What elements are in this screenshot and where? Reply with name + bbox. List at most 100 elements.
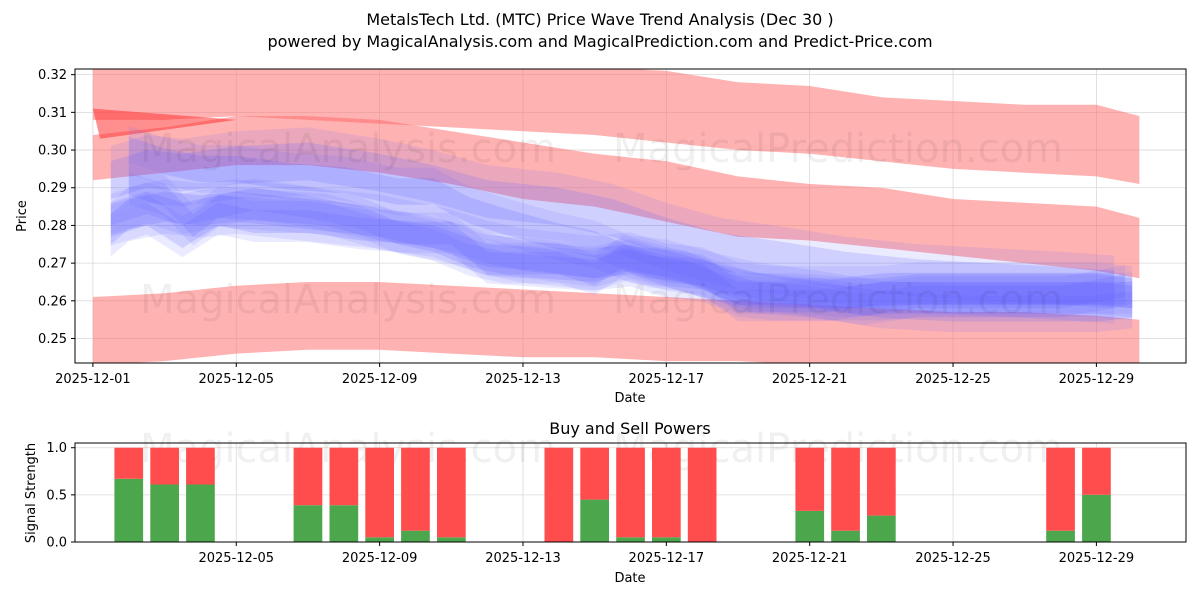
sell-bar	[831, 447, 860, 531]
y-tick-label: 0.26	[38, 294, 67, 309]
sell-bar	[114, 447, 144, 479]
red-forecast-band	[92, 116, 1140, 279]
x-tick-label: 2025-12-17	[629, 551, 705, 566]
signal-y-axis-label: Signal Strength	[24, 443, 39, 543]
watermark-prediction: MagicalPrediction.com	[613, 126, 1063, 172]
sell-bar	[652, 447, 681, 538]
sell-bar	[580, 447, 609, 500]
red-wedge	[92, 108, 237, 139]
signal-axes-frame	[74, 442, 1187, 543]
buy-bar	[652, 537, 681, 542]
buy-bar	[114, 478, 144, 542]
signal-bars	[114, 447, 1111, 542]
buy-bar	[867, 515, 896, 542]
wave-band	[128, 163, 1126, 325]
x-tick-label: 2025-12-09	[342, 551, 418, 566]
sell-bar	[186, 447, 215, 485]
price-red-bands	[92, 69, 1140, 363]
x-tick-label: 2025-12-13	[485, 551, 561, 566]
chart-title: MetalsTech Ltd. (MTC) Price Wave Trend A…	[366, 10, 833, 29]
price-x-ticks: 2025-12-01 2025-12-05 2025-12-09 2025-12-13…	[55, 363, 1134, 387]
sell-bar	[329, 447, 359, 506]
sell-bar	[795, 447, 825, 511]
price-axes-frame	[74, 68, 1187, 364]
y-tick-label: 0.32	[38, 68, 67, 83]
chart-subtitle: powered by MagicalAnalysis.com and Magic…	[267, 32, 932, 51]
buy-bar	[186, 484, 215, 542]
sell-bar	[544, 447, 574, 542]
red-forecast-band	[92, 282, 1140, 363]
sell-bar	[867, 447, 896, 516]
y-tick-label: 0.0	[46, 536, 67, 551]
buy-bar	[437, 537, 466, 542]
buy-bar	[1082, 494, 1111, 542]
sell-bar	[1046, 447, 1075, 531]
wave-band	[110, 202, 1133, 313]
y-tick-label: 0.27	[38, 257, 67, 272]
x-tick-label: 2025-12-17	[629, 372, 705, 387]
watermark-analysis: MagicalAnalysis.com	[140, 277, 556, 323]
buy-bar	[365, 537, 394, 542]
x-tick-label: 2025-12-25	[915, 372, 991, 387]
buy-bar	[401, 530, 430, 542]
wave-band	[128, 172, 1126, 316]
watermark-analysis: MagicalAnalysis.com	[140, 126, 556, 172]
x-tick-label: 2025-12-09	[342, 372, 418, 387]
sell-bar	[150, 447, 179, 485]
y-tick-label: 0.29	[38, 181, 67, 196]
sell-bar	[687, 447, 717, 542]
signal-x-axis-label: Date	[614, 571, 645, 586]
price-watermarks: MagicalAnalysis.com MagicalPrediction.co…	[140, 126, 1063, 323]
sell-bar	[1082, 447, 1111, 495]
sell-bar	[401, 447, 430, 531]
buy-bar	[329, 505, 359, 542]
y-tick-label: 1.0	[46, 441, 67, 456]
wave-band	[110, 191, 1133, 309]
watermark-prediction: MagicalPrediction.com	[613, 277, 1063, 323]
buy-bar	[1046, 530, 1075, 542]
price-x-axis-label: Date	[614, 391, 645, 406]
signal-x-ticks: 2025-12-05 2025-12-09 2025-12-13 2025-12-17…	[198, 542, 1134, 566]
y-tick-label: 0.28	[38, 219, 67, 234]
wave-band	[110, 191, 1133, 309]
red-forecast-band	[92, 69, 1140, 184]
wave-band	[110, 127, 1115, 324]
y-tick-label: 0.30	[38, 144, 67, 159]
x-tick-label: 2025-12-13	[485, 372, 561, 387]
sell-bar	[365, 447, 394, 538]
y-tick-label: 0.5	[46, 488, 67, 503]
price-panel: MagicalAnalysis.com MagicalPrediction.co…	[15, 68, 1187, 406]
x-tick-label: 2025-12-29	[1059, 372, 1135, 387]
x-tick-label: 2025-12-05	[198, 551, 274, 566]
wave-band	[128, 136, 1133, 322]
y-tick-label: 0.25	[38, 332, 67, 347]
sell-bar	[437, 447, 466, 538]
x-tick-label: 2025-12-01	[55, 372, 131, 387]
buy-bar	[831, 530, 860, 542]
sell-bar	[293, 447, 323, 506]
y-tick-label: 0.31	[38, 106, 67, 121]
signal-y-ticks: 0.0 0.5 1.0	[46, 441, 75, 551]
buy-bar	[150, 484, 179, 542]
buy-bar	[293, 505, 323, 542]
wave-band	[128, 126, 1133, 333]
price-y-axis-label: Price	[15, 200, 30, 232]
sell-bar	[616, 447, 645, 538]
x-tick-label: 2025-12-21	[772, 372, 848, 387]
price-y-ticks: 0.25 0.26 0.27 0.28 0.29 0.30 0.31 0.32	[38, 68, 75, 347]
signal-chart-title: Buy and Sell Powers	[549, 419, 711, 438]
wave-band	[110, 142, 1115, 309]
x-tick-label: 2025-12-25	[915, 551, 991, 566]
buy-bar	[580, 499, 609, 542]
x-tick-label: 2025-12-21	[772, 551, 848, 566]
price-wave-bands	[110, 126, 1133, 333]
wave-band	[110, 182, 1133, 318]
signal-panel: Buy and Sell Powers MagicalAnalysis.com …	[24, 419, 1187, 586]
wave-band	[110, 193, 1133, 322]
wave-band	[110, 179, 1133, 321]
x-tick-label: 2025-12-05	[198, 372, 274, 387]
buy-bar	[616, 537, 645, 542]
x-tick-label: 2025-12-29	[1059, 551, 1135, 566]
